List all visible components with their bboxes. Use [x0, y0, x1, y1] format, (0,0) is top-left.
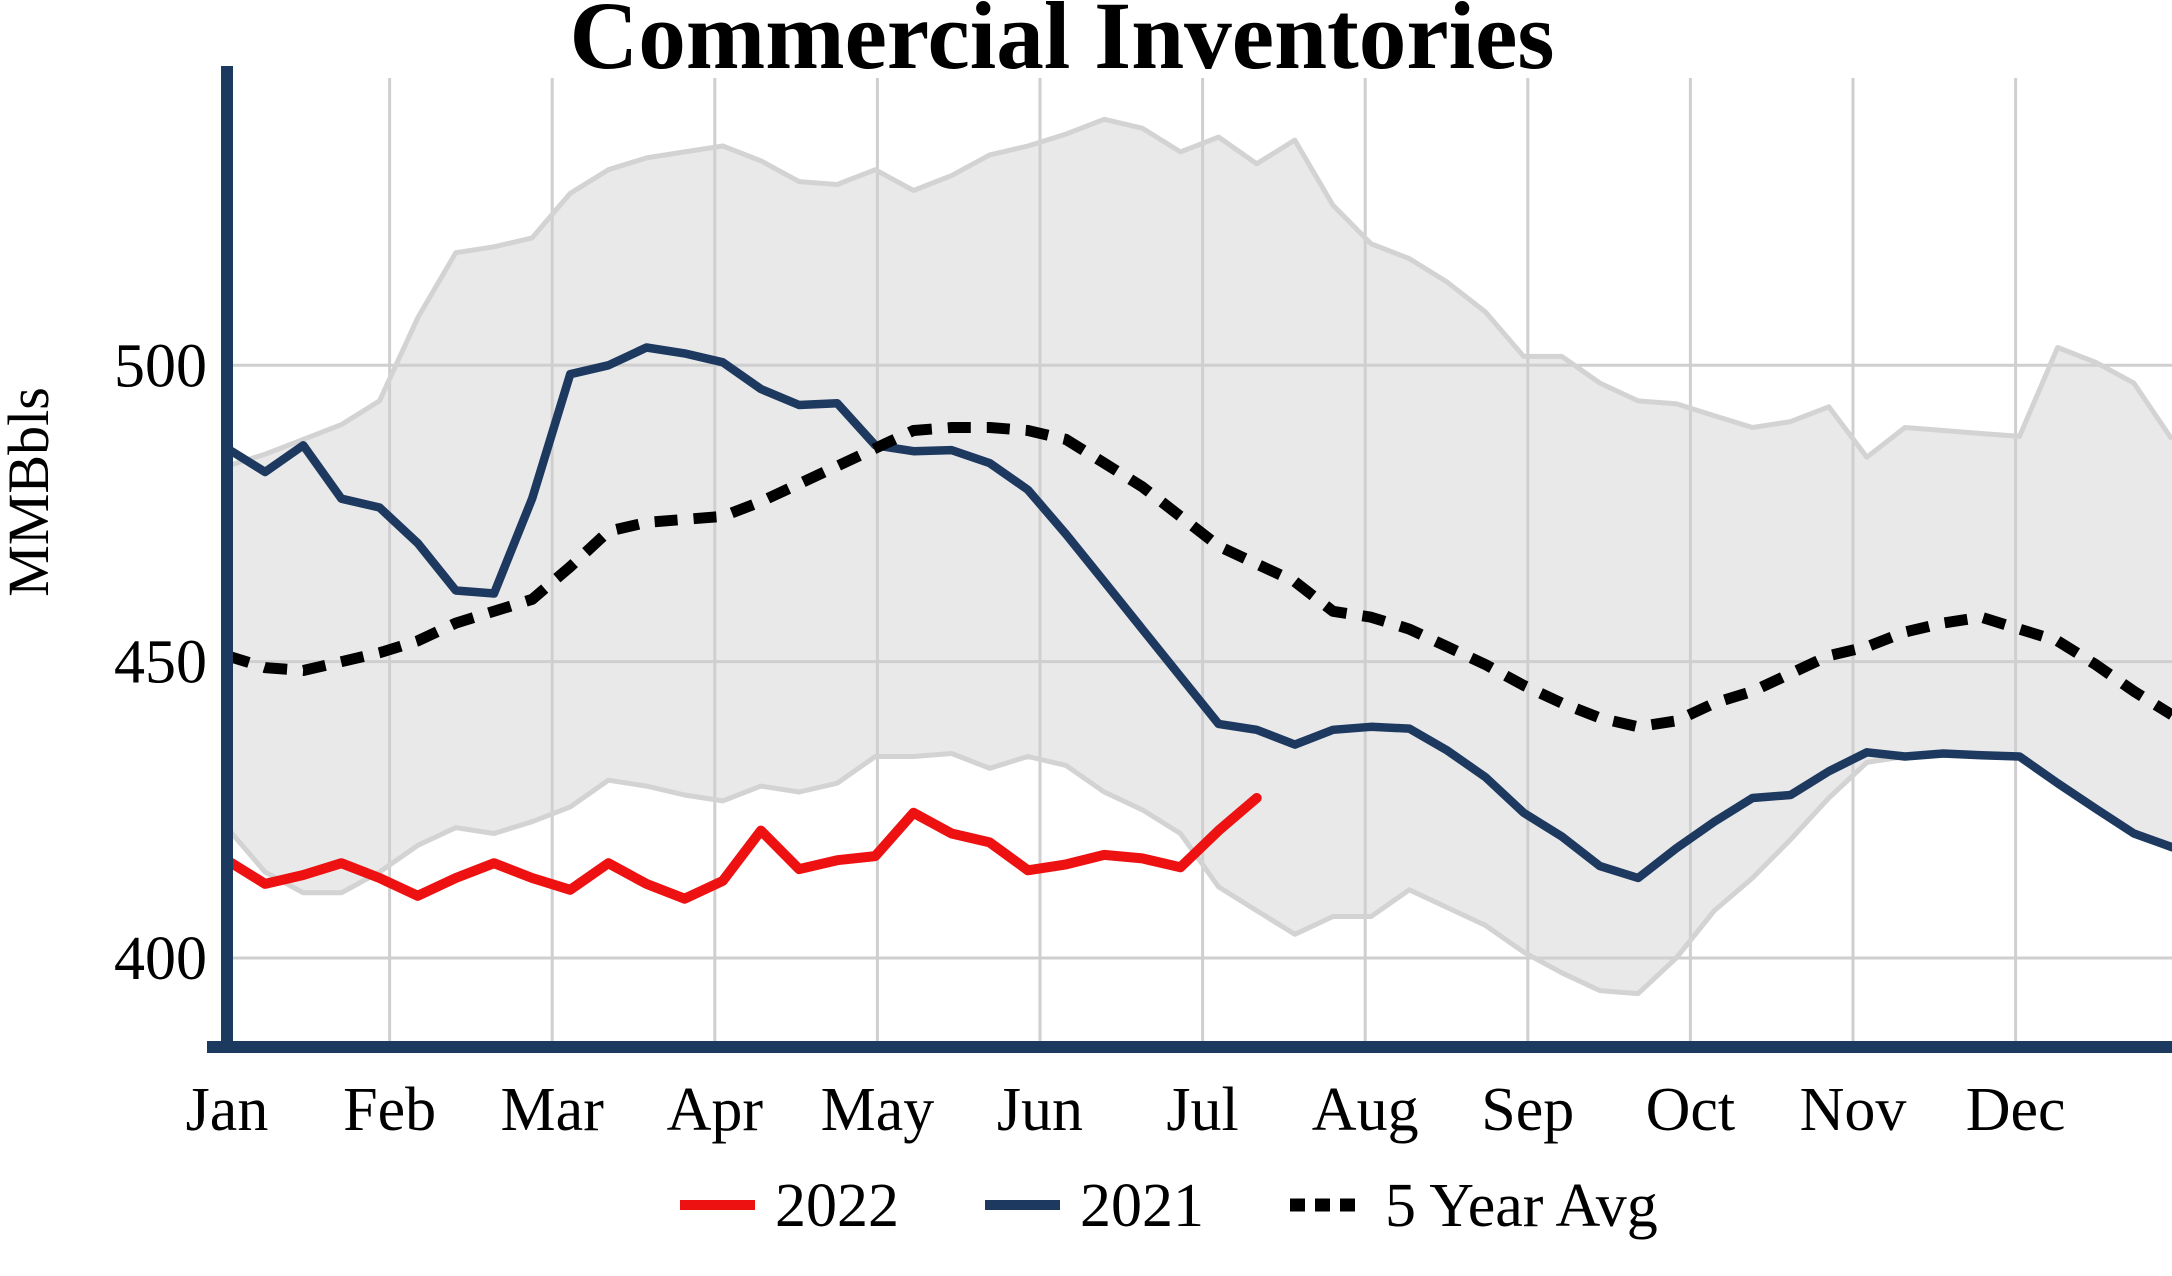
x-tick-label-Nov: Nov: [1800, 1076, 1907, 1144]
five-year-range-top-edge: [226, 116, 2172, 469]
chart-title: Commercial Inventories: [570, 0, 1555, 89]
legend-label-5-year-avg: 5 Year Avg: [1385, 1172, 1658, 1240]
five-year-range-bottom-edge: [225, 751, 2172, 997]
x-tick-label-Jun: Jun: [997, 1076, 1083, 1144]
axes: [207, 66, 2172, 1053]
x-tick-label-Apr: Apr: [667, 1076, 764, 1144]
y-axis-label: MMBbls: [0, 387, 61, 597]
x-tick-label-Dec: Dec: [1966, 1076, 2066, 1144]
five-year-range-band: [227, 119, 2172, 994]
five-year-range-fill: [227, 119, 2172, 994]
x-tick-label-May: May: [821, 1076, 935, 1144]
x-tick-label-Sep: Sep: [1481, 1076, 1574, 1144]
legend-item-5-year-avg: 5 Year Avg: [1290, 1172, 1658, 1240]
legend-item-2022: 2022: [680, 1172, 899, 1240]
tick-labels: 400 450 500 Jan Feb Mar Apr May Jun Jul Aug Sep Oct N…: [114, 332, 2066, 1144]
x-tick-label-Oct: Oct: [1646, 1076, 1736, 1144]
y-tick-label-450: 450: [114, 629, 207, 697]
legend-item-2021: 2021: [985, 1172, 1204, 1240]
y-tick-label-400: 400: [114, 925, 207, 993]
y-tick-label-500: 500: [114, 332, 207, 400]
series-2021-line: [222, 343, 2172, 883]
series-2022-line: [222, 793, 1262, 904]
legend-label-2022: 2022: [775, 1172, 899, 1240]
legend-label-2021: 2021: [1080, 1172, 1204, 1240]
series-5-year-avg-line: [225, 422, 2172, 733]
five-year-range-band-edges: [225, 116, 2172, 997]
x-tick-label-Jan: Jan: [186, 1076, 269, 1144]
x-tick-label-Feb: Feb: [343, 1076, 436, 1144]
x-tick-label-Aug: Aug: [1312, 1076, 1419, 1144]
x-tick-label-Mar: Mar: [501, 1076, 605, 1144]
legend: 2022 2021 5 Year Avg: [680, 1172, 1658, 1240]
x-tick-label-Jul: Jul: [1166, 1076, 1238, 1144]
data-series: [222, 343, 2172, 904]
